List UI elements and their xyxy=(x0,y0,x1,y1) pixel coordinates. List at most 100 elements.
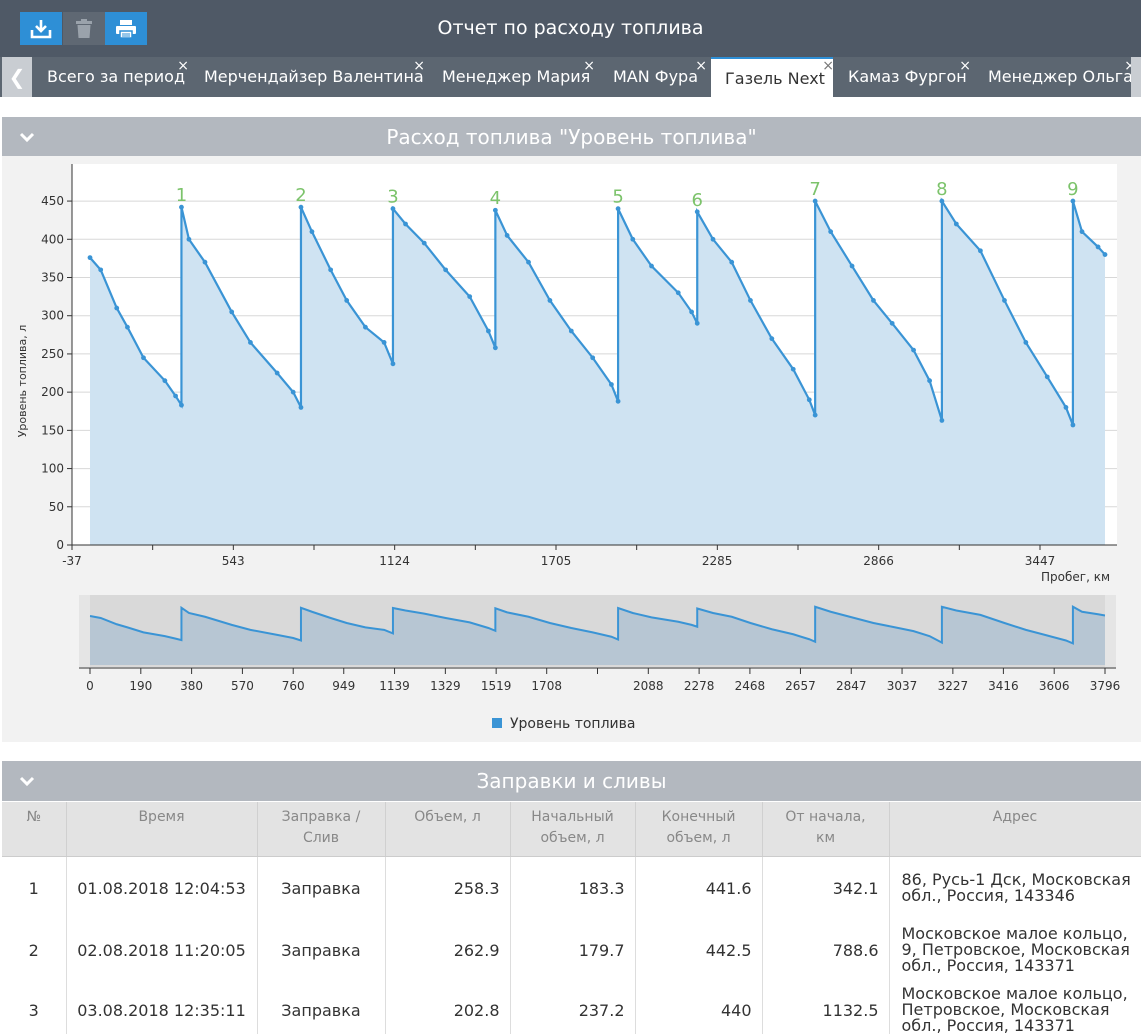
data-point[interactable] xyxy=(790,366,796,372)
data-point[interactable] xyxy=(173,393,178,399)
data-point[interactable] xyxy=(630,236,636,242)
data-point[interactable] xyxy=(309,229,315,235)
data-point[interactable] xyxy=(729,259,735,265)
close-icon[interactable]: × xyxy=(1124,57,1136,86)
data-point[interactable] xyxy=(812,412,818,418)
data-point[interactable] xyxy=(849,263,855,269)
data-point[interactable] xyxy=(403,221,408,227)
refuel-marker-label[interactable]: 6 xyxy=(692,190,703,211)
data-point[interactable] xyxy=(1002,298,1007,303)
column-header[interactable]: № xyxy=(2,802,67,857)
fuel-level-chart[interactable]: -37 543 1124 1705 2285 2866 3447 0501001502002… xyxy=(2,156,1141,742)
table-row[interactable]: 3 03.08.2018 12:35:11 Заправка 202.8 237.2 44… xyxy=(2,980,1141,1034)
refuel-marker-label[interactable]: 1 xyxy=(176,185,187,206)
refuel-marker-label[interactable]: 5 xyxy=(612,187,623,208)
tab-kamaz-furgon[interactable]: Камаз Фургон × xyxy=(834,57,971,97)
data-point[interactable] xyxy=(141,355,146,361)
table-row[interactable]: 1 01.08.2018 12:04:53 Заправка 258.3 183.3 44… xyxy=(2,856,1141,920)
refuel-marker-label[interactable]: 8 xyxy=(936,179,947,200)
data-point[interactable] xyxy=(179,402,184,408)
data-point[interactable] xyxy=(179,204,184,210)
data-point[interactable] xyxy=(1095,244,1101,250)
data-point[interactable] xyxy=(390,361,396,367)
data-point[interactable] xyxy=(443,267,449,273)
data-point[interactable] xyxy=(87,255,93,261)
data-point[interactable] xyxy=(1070,422,1076,428)
data-point[interactable] xyxy=(1044,374,1050,380)
data-point[interactable] xyxy=(568,328,574,334)
data-point[interactable] xyxy=(609,382,614,387)
close-icon[interactable]: × xyxy=(695,58,707,74)
data-point[interactable] xyxy=(114,305,120,311)
tab-man-fura[interactable]: MAN Фура × xyxy=(599,57,707,97)
data-point[interactable] xyxy=(1070,198,1076,204)
data-point[interactable] xyxy=(953,221,959,227)
tab-scroll-right-button[interactable] xyxy=(1131,57,1141,97)
data-point[interactable] xyxy=(547,298,553,303)
data-point[interactable] xyxy=(615,398,621,404)
refuel-marker-label[interactable]: 2 xyxy=(295,185,306,206)
close-icon[interactable]: × xyxy=(822,58,834,74)
data-point[interactable] xyxy=(381,340,387,345)
column-header[interactable]: Заправка / Слив xyxy=(257,802,386,857)
table-row[interactable]: 2 02.08.2018 11:20:05 Заправка 262.9 179.7 44… xyxy=(2,920,1141,980)
data-point[interactable] xyxy=(298,405,304,410)
data-point[interactable] xyxy=(492,207,498,213)
data-point[interactable] xyxy=(828,229,834,235)
data-point[interactable] xyxy=(649,263,654,269)
tab-merchandiser-valentina[interactable]: Мерчендайзер Валентина × xyxy=(190,57,425,97)
data-point[interactable] xyxy=(162,378,168,384)
column-header[interactable]: Конечный объем, л xyxy=(635,802,763,857)
data-point[interactable] xyxy=(467,294,473,300)
data-point[interactable] xyxy=(290,389,296,395)
data-point[interactable] xyxy=(186,236,192,242)
column-header[interactable]: Начальный объем, л xyxy=(510,802,636,857)
chevron-down-icon[interactable] xyxy=(18,772,36,790)
data-point[interactable] xyxy=(590,355,596,361)
close-icon[interactable]: × xyxy=(959,58,971,74)
data-point[interactable] xyxy=(675,290,681,296)
data-point[interactable] xyxy=(694,209,700,215)
tab-manager-maria[interactable]: Менеджер Мария × xyxy=(428,57,595,97)
data-point[interactable] xyxy=(421,240,427,246)
data-point[interactable] xyxy=(694,320,700,326)
data-point[interactable] xyxy=(769,336,775,342)
data-point[interactable] xyxy=(939,418,945,423)
tab-vsego[interactable]: Всего за период × xyxy=(33,57,189,97)
data-point[interactable] xyxy=(927,378,932,384)
data-point[interactable] xyxy=(911,347,916,353)
data-point[interactable] xyxy=(328,267,334,273)
data-point[interactable] xyxy=(229,309,235,315)
data-point[interactable] xyxy=(202,259,208,265)
print-button[interactable] xyxy=(105,12,147,45)
data-point[interactable] xyxy=(526,259,531,265)
data-point[interactable] xyxy=(1079,229,1085,235)
data-point[interactable] xyxy=(615,206,621,212)
column-header[interactable]: Объем, л xyxy=(385,802,511,857)
data-point[interactable] xyxy=(871,298,876,303)
data-point[interactable] xyxy=(689,309,695,315)
refuel-marker-label[interactable]: 3 xyxy=(387,187,398,208)
data-point[interactable] xyxy=(125,324,130,330)
tab-manager-olga[interactable]: Менеджер Ольга × xyxy=(974,57,1136,97)
data-point[interactable] xyxy=(1023,340,1029,345)
data-point[interactable] xyxy=(504,233,510,238)
data-point[interactable] xyxy=(1063,405,1069,410)
chevron-down-icon[interactable] xyxy=(18,128,36,146)
close-icon[interactable]: × xyxy=(413,58,425,74)
data-point[interactable] xyxy=(977,248,983,254)
chart-section-header[interactable]: Расход топлива "Уровень топлива" xyxy=(2,117,1141,157)
column-header[interactable]: От начала, км xyxy=(762,802,890,857)
column-header[interactable]: Время xyxy=(66,802,258,857)
data-point[interactable] xyxy=(710,236,716,242)
refuel-marker-label[interactable]: 4 xyxy=(490,188,501,209)
fuel-level-line[interactable] xyxy=(89,197,1106,426)
tab-scroll-left-button[interactable]: ❮ xyxy=(2,57,32,97)
data-point[interactable] xyxy=(492,345,498,351)
data-point[interactable] xyxy=(939,198,945,204)
data-point[interactable] xyxy=(298,204,304,210)
legend-label[interactable]: Уровень топлива xyxy=(510,716,635,732)
data-point[interactable] xyxy=(889,320,895,326)
data-point[interactable] xyxy=(806,397,812,403)
refuel-marker-label[interactable]: 7 xyxy=(809,179,820,200)
